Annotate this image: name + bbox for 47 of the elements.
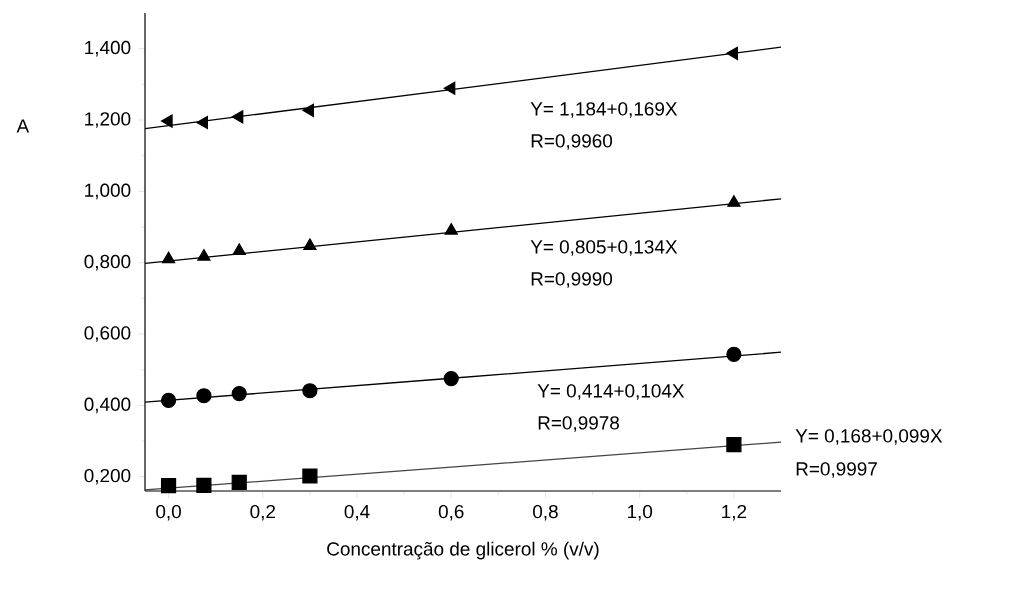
x-tick-label: 1,2 — [722, 504, 747, 521]
x-tick-label: 0,2 — [250, 504, 275, 521]
y-tick-label: 1,000 — [85, 183, 131, 200]
point — [231, 386, 247, 402]
point — [160, 114, 173, 128]
point — [302, 383, 318, 399]
y-tick-label: 0,600 — [84, 326, 131, 342]
point — [443, 371, 459, 387]
y-tick-label: 0,400 — [84, 397, 131, 414]
point — [727, 195, 741, 207]
point — [196, 477, 212, 493]
point — [303, 238, 317, 251]
annotation: Y= 1,184+0,169X — [530, 102, 678, 118]
point — [161, 251, 176, 264]
point — [197, 249, 211, 261]
text: R=0,9997 — [796, 462, 877, 478]
y-tick-label: 1,400 — [85, 40, 131, 57]
point — [196, 115, 208, 130]
point — [160, 478, 177, 494]
point — [726, 437, 742, 453]
point — [231, 474, 247, 491]
annotation: Y= 0,414+0,104X — [537, 384, 685, 400]
point — [160, 392, 177, 408]
x-tick-label: 0,0 — [156, 504, 181, 521]
x-tick-label: 0,4 — [344, 504, 370, 521]
y-tick-label: 0,800 — [84, 254, 131, 271]
annotation: R=0,9960 — [531, 134, 613, 150]
point — [231, 110, 244, 124]
annotation: R=0,9990 — [531, 272, 613, 288]
y-axis-title: A — [16, 119, 30, 133]
x-tick-label: 0,6 — [438, 504, 464, 521]
x-tick-label: 0,8 — [533, 504, 558, 521]
point — [726, 346, 742, 362]
annotation: R=0,9978 — [538, 416, 619, 432]
y-tick-label: 0,200 — [84, 468, 131, 485]
text: Y= 0,168+0,099X — [795, 429, 943, 445]
point — [232, 243, 246, 256]
point — [726, 46, 738, 60]
point — [302, 468, 318, 484]
annotation: Y= 0,805+0,134X — [530, 240, 678, 256]
y-tick-label: 1,200 — [85, 112, 131, 128]
point — [302, 103, 314, 118]
point — [444, 222, 458, 235]
point — [443, 81, 456, 95]
point — [196, 388, 212, 404]
x-tick-label: 1,0 — [627, 504, 653, 521]
x-axis-title: Concentração de glicerol % (v/v) — [327, 541, 599, 560]
